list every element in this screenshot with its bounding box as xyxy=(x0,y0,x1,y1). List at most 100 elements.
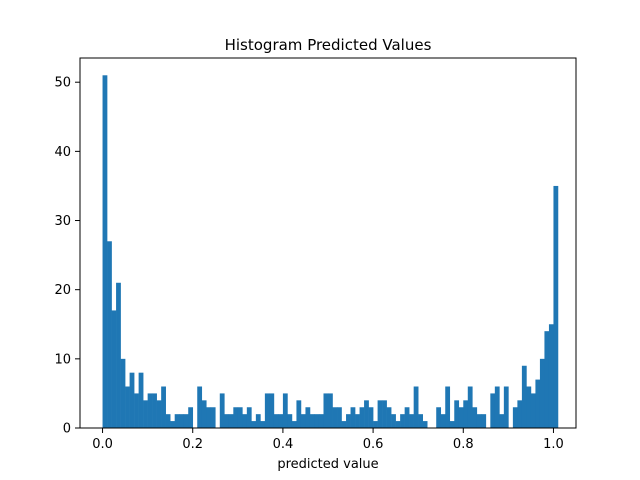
histogram-bar xyxy=(183,414,189,428)
x-tick-label: 0.4 xyxy=(273,437,294,452)
histogram-bar xyxy=(102,75,108,428)
histogram-bar xyxy=(409,414,414,428)
histogram-bar xyxy=(364,400,369,428)
x-tick-label: 1.0 xyxy=(543,437,564,452)
histogram-bar xyxy=(400,414,405,428)
histogram-bar xyxy=(521,365,527,428)
histogram-bar xyxy=(539,358,545,428)
histogram-bar xyxy=(530,393,536,428)
histogram-bar xyxy=(328,393,333,428)
histogram-bar xyxy=(526,386,532,428)
histogram-bar xyxy=(490,393,496,428)
histogram-bar xyxy=(296,400,302,428)
histogram-bar xyxy=(111,310,117,428)
y-tick-label: 0 xyxy=(63,422,71,437)
histogram-bar xyxy=(332,407,338,428)
histogram-bar xyxy=(143,400,148,428)
histogram-bar xyxy=(282,393,288,428)
histogram-bar xyxy=(269,393,275,428)
ticks-layer: 0.0 0.2 0.4 0.6 0.8 1.0 0 10 20 30 40 50 xyxy=(54,76,563,452)
histogram-bar xyxy=(517,400,523,428)
histogram-bar xyxy=(107,241,112,428)
histogram-bar xyxy=(251,421,257,428)
histogram-bar xyxy=(436,407,442,428)
histogram-bar xyxy=(418,414,423,428)
y-tick-label: 20 xyxy=(54,283,71,298)
histogram-bar xyxy=(382,400,387,428)
histogram-bar xyxy=(318,414,324,428)
histogram-bar xyxy=(219,393,225,428)
histogram-bar xyxy=(355,414,360,428)
histogram-bar xyxy=(264,393,270,428)
histogram-bar xyxy=(300,414,306,428)
histogram-bar xyxy=(373,421,378,428)
histogram-bar xyxy=(165,414,171,428)
histogram-bar xyxy=(395,421,401,428)
histogram-bar xyxy=(458,407,464,428)
histogram-bar xyxy=(445,386,451,428)
histogram-bar xyxy=(246,407,252,428)
histogram-bar xyxy=(233,407,239,428)
histogram-bar xyxy=(472,407,478,428)
x-tick-label: 0.2 xyxy=(182,437,203,452)
histogram-bar xyxy=(174,414,180,428)
histogram-bar xyxy=(197,386,203,428)
histogram-bar xyxy=(278,414,284,428)
histogram-bar xyxy=(341,421,347,428)
histogram-bar xyxy=(467,386,473,428)
chart-title: Histogram Predicted Values xyxy=(225,36,432,54)
histogram-bar xyxy=(499,414,505,428)
histogram-bar xyxy=(454,400,460,428)
histogram-bar xyxy=(503,386,509,428)
bars-layer xyxy=(102,75,559,428)
y-tick-label: 50 xyxy=(54,76,71,91)
histogram-bar xyxy=(553,185,559,428)
histogram-bar xyxy=(386,407,392,428)
y-tick-label: 30 xyxy=(54,214,71,229)
histogram-bar xyxy=(377,400,383,428)
x-tick-label: 0.0 xyxy=(92,437,113,452)
histogram-bar xyxy=(179,414,185,428)
histogram-bar xyxy=(337,407,342,428)
histogram-bar xyxy=(346,414,351,428)
histogram-bar xyxy=(359,407,365,428)
histogram-bar xyxy=(291,421,297,428)
histogram-bar xyxy=(314,414,320,428)
histogram-bar xyxy=(323,393,329,428)
histogram-bar xyxy=(152,393,157,428)
x-tick-label: 0.8 xyxy=(453,437,474,452)
histogram-bar xyxy=(404,407,410,428)
histogram-bar xyxy=(544,331,550,428)
histogram-bar xyxy=(287,414,293,428)
histogram-bar xyxy=(463,400,469,428)
histogram-bar xyxy=(206,407,212,428)
histogram-bar xyxy=(156,400,162,428)
histogram-bar xyxy=(147,393,153,428)
histogram-bar xyxy=(201,400,207,428)
histogram-bar xyxy=(368,407,374,428)
histogram-bar xyxy=(138,372,144,428)
histogram-bar xyxy=(350,407,356,428)
histogram-bar xyxy=(273,414,279,428)
histogram-bar xyxy=(228,414,234,428)
histogram-bar xyxy=(535,379,541,428)
histogram-bar xyxy=(116,282,121,428)
histogram-bar xyxy=(129,372,135,428)
histogram-bar xyxy=(494,386,500,428)
x-axis-label: predicted value xyxy=(277,457,378,472)
histogram-bar xyxy=(449,421,455,428)
histogram-bar xyxy=(255,414,261,428)
histogram-bar xyxy=(260,421,266,428)
histogram-bar xyxy=(134,393,139,428)
histogram-bar xyxy=(476,414,482,428)
axes-frame xyxy=(79,57,577,429)
histogram-bar xyxy=(224,414,230,428)
histogram-bar xyxy=(125,386,130,428)
histogram-bar xyxy=(512,407,518,428)
histogram-bar xyxy=(237,407,243,428)
histogram-bar xyxy=(120,358,126,428)
histogram-bar xyxy=(170,421,175,428)
y-tick-label: 10 xyxy=(54,352,71,367)
